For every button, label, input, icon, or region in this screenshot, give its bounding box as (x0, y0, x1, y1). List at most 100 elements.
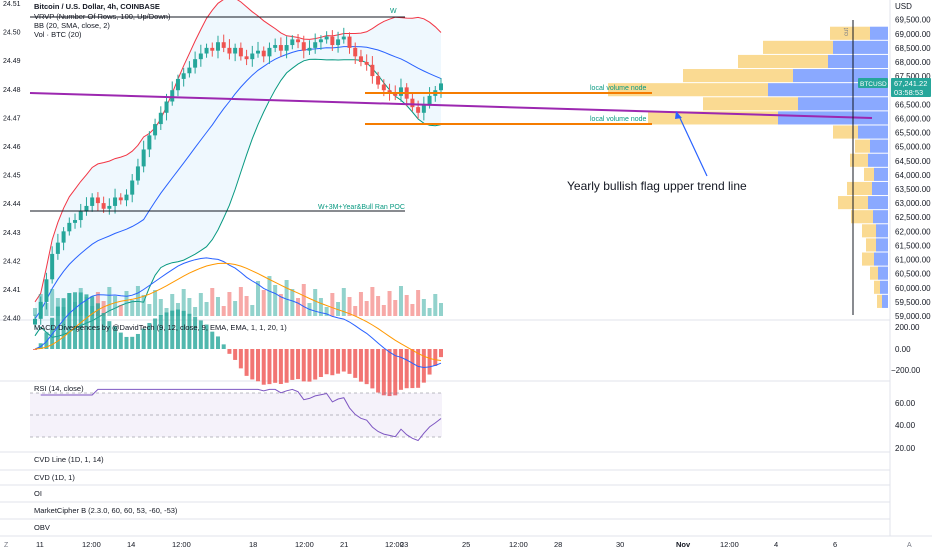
volume-bar (358, 292, 363, 316)
left-tick: 24.47 (3, 115, 21, 122)
bb-fill (35, 0, 441, 338)
candle-body (181, 73, 186, 79)
left-tick: 24.43 (3, 230, 21, 237)
candle-body (421, 104, 426, 113)
candle-body (175, 78, 180, 91)
candle-body (33, 318, 37, 325)
volume-bar (233, 301, 238, 316)
volume-bar (113, 296, 118, 316)
price-tick: 68,500.00 (895, 44, 931, 53)
candle-body (313, 42, 318, 48)
price-tick: 60,500.00 (895, 270, 931, 279)
volume-bar (107, 287, 112, 316)
volume-bar (278, 294, 283, 316)
volume-bar (404, 295, 409, 316)
obv-title[interactable]: OBV (34, 523, 50, 532)
macd-histogram-bar (404, 349, 409, 389)
candle-body (198, 53, 203, 60)
macd-histogram-bar (433, 349, 438, 366)
volume-bar (381, 305, 386, 316)
time-label: 25 (462, 540, 470, 549)
candle-body (90, 197, 95, 206)
macd-histogram-bar (364, 349, 369, 385)
left-tick: 24.51 (3, 1, 21, 8)
macd-signal-line (34, 262, 442, 361)
macd-histogram-bar (135, 333, 140, 349)
volume-bar (118, 305, 123, 316)
volume-bar (141, 295, 146, 316)
price-tick: 63,500.00 (895, 185, 931, 194)
candle-body (324, 36, 329, 40)
poc-level-label: W+3M+Year&Bull Ran POC (318, 204, 405, 211)
candle-body (250, 53, 255, 60)
price-tick: 59,000.00 (895, 312, 931, 321)
volume-bar (284, 280, 289, 316)
price-tick: 61,500.00 (895, 241, 931, 250)
macd-histogram-bar (387, 349, 392, 397)
candle-body (221, 42, 226, 48)
left-tick: 24.46 (3, 144, 21, 151)
time-label: 18 (249, 540, 257, 549)
vp-up-bar (868, 153, 888, 167)
volume-bar (193, 307, 198, 316)
vp-up-bar (870, 139, 888, 153)
candle-body (210, 47, 215, 51)
candle-body (55, 242, 60, 254)
cvd-line-title[interactable]: CVD Line (1D, 1, 14) (34, 455, 104, 464)
volume-bar (313, 289, 318, 316)
indicator-bb[interactable]: BB (20, SMA, close, 2) (34, 21, 110, 30)
vp-up-bar (880, 280, 888, 294)
left-tick: 24.44 (3, 201, 21, 208)
price-tick: 64,500.00 (895, 157, 931, 166)
macd-histogram-bar (130, 336, 135, 349)
bull-flag-trend-line[interactable] (29, 92, 873, 119)
candle-body (61, 231, 66, 243)
candle-body (353, 47, 358, 57)
macd-histogram-bar (73, 292, 78, 349)
volume-bar (204, 302, 209, 316)
candle-body (38, 301, 43, 319)
volume-bar (244, 296, 249, 316)
price-tick: 65,500.00 (895, 129, 931, 138)
macd-histogram-bar (347, 349, 352, 374)
vp-down-bar (850, 153, 868, 167)
macd-line (34, 257, 442, 369)
macd-histogram-bar (221, 344, 226, 349)
rsi-title[interactable]: RSI (14, close) (34, 384, 84, 393)
time-label: Nov (676, 540, 691, 549)
macd-pane (33, 257, 443, 397)
macd-histogram-bar (67, 293, 72, 349)
candle-body (410, 98, 415, 108)
oi-title[interactable]: OI (34, 489, 42, 498)
macd-histogram-bar (410, 349, 415, 389)
volume-bar (324, 307, 329, 316)
indicator-volume[interactable]: Vol · BTC (20) (34, 30, 82, 39)
volume-bar (364, 301, 369, 316)
macd-histogram-bar (301, 349, 306, 382)
auto-scale-icon[interactable]: A (907, 542, 912, 549)
vp-down-bar (874, 280, 880, 294)
candle-body (244, 56, 249, 60)
vp-up-bar (882, 294, 888, 308)
left-axis-ticks: 24.51 24.50 24.49 24.48 24.47 24.46 24.45 24.44… (3, 1, 21, 323)
volume-bar (393, 300, 398, 316)
macd-histogram-bar (181, 310, 186, 349)
time-label: 28 (554, 540, 562, 549)
time-label: 12:00 (385, 540, 404, 549)
chart-title: Bitcoin / U.S. Dollar, 4h, COINBASE (34, 2, 160, 11)
indicator-vrvp[interactable]: VRVP (Number Of Rows, 100, Up/Down) (34, 12, 171, 21)
candle-body (427, 95, 432, 105)
bb-basis-line (34, 46, 442, 320)
vp-down-bar (833, 125, 858, 139)
marketcipher-title[interactable]: MarketCipher B (2.3.0, 60, 60, 53, -60, … (34, 506, 178, 515)
volume-bar (124, 291, 129, 316)
macd-histogram-bar (341, 349, 346, 372)
zoom-icon[interactable]: Z (4, 542, 9, 549)
time-label: 14 (127, 540, 135, 549)
cvd-title[interactable]: CVD (1D, 1) (34, 473, 75, 482)
macd-title[interactable]: MACD Divergences by @DavidTech (9, 12, c… (34, 323, 287, 332)
macd-histogram-bar (44, 332, 49, 349)
macd-histogram-bar (416, 349, 421, 388)
volume-bar (427, 308, 432, 316)
